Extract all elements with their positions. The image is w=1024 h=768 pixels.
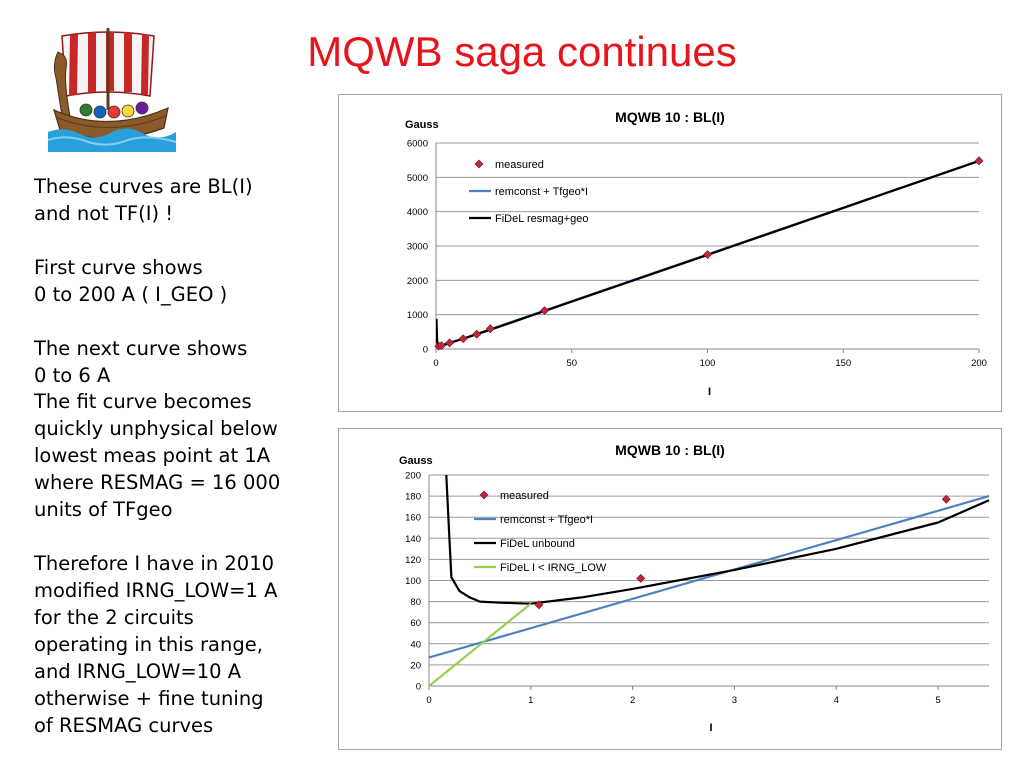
data-point-measured (636, 573, 646, 583)
x-tick-label: 200 (971, 358, 987, 369)
y-tick-label: 80 (410, 597, 421, 608)
x-axis-label: I (708, 386, 711, 398)
body-text-line: The next curve shows (34, 337, 248, 360)
y-tick-label: 4000 (407, 207, 428, 218)
data-point-measured (472, 329, 482, 339)
data-point-measured (445, 338, 454, 348)
y-tick-label: 0 (423, 345, 428, 356)
body-text-line (34, 523, 324, 550)
chart-title: MQWB 10 : BL(I) (615, 442, 725, 458)
data-point-measured (534, 600, 544, 610)
data-point-measured (437, 341, 446, 350)
data-point-measured (703, 250, 712, 260)
body-text-line: for the 2 circuits (34, 606, 194, 629)
chart-title: MQWB 10 : BL(I) (615, 109, 725, 125)
y-tick-label: 5000 (407, 173, 428, 184)
series-line-remconst-tfgeo-i (429, 495, 990, 659)
y-tick-label: 60 (410, 618, 421, 629)
y-tick-label: 120 (405, 555, 421, 566)
chart-0-200A: MQWB 10 : BL(I)GaussI0100020003000400050… (405, 109, 987, 398)
data-point-measured (941, 494, 951, 504)
x-tick-label: 4 (834, 695, 839, 706)
x-tick-label: 50 (566, 358, 577, 369)
legend-label: FiDeL unbound (500, 538, 575, 550)
y-tick-label: 3000 (407, 242, 428, 253)
x-tick-label: 0 (426, 695, 431, 706)
body-text-line: First curve shows (34, 256, 203, 279)
x-axis-label: I (709, 722, 712, 734)
body-text-line (34, 308, 324, 335)
legend-label: measured (500, 490, 549, 502)
y-tick-label: 40 (410, 639, 421, 650)
chart-panel-0-200A: MQWB 10 : BL(I) Gauss I 0 1000 2000 3000 4000 50… (338, 94, 1002, 412)
body-text-line: where RESMAG = 16 000 (34, 471, 281, 494)
legend-label: remconst + Tfgeo*I (495, 186, 588, 198)
chart-panel-0-6A: MQWB 10 : BL(I) Gauss I 0 20 40 60 80 100 120 140 1… (338, 428, 1002, 750)
viking-ship-icon (48, 28, 176, 152)
y-tick-label: 200 (405, 471, 421, 482)
body-text-line: These curves are BL(I) (34, 175, 253, 198)
body-text-line: operating in this range, (34, 633, 263, 656)
y-axis-label: Gauss (405, 119, 439, 131)
legend-label: remconst + Tfgeo*I (500, 514, 593, 526)
body-text-line: 0 to 200 A ( I_GEO ) (34, 283, 228, 306)
y-tick-label: 140 (405, 534, 421, 545)
y-tick-label: 20 (410, 660, 421, 671)
body-text-line: otherwise + fine tuning (34, 687, 264, 710)
y-tick-label: 1000 (407, 310, 428, 321)
y-axis-label: Gauss (399, 455, 433, 467)
data-point-measured (974, 156, 984, 166)
x-tick-label: 5 (935, 695, 940, 706)
slide-body-text: These curves are BL(I) and not TF(I) ! Fi… (34, 173, 324, 739)
x-tick-label: 100 (700, 358, 716, 369)
x-tick-label: 150 (835, 358, 851, 369)
x-tick-label: 2 (630, 695, 635, 706)
body-text-line: units of TFgeo (34, 498, 173, 521)
legend-marker (479, 490, 489, 500)
y-tick-label: 6000 (407, 139, 428, 150)
data-point-measured (540, 306, 550, 315)
body-text-line: Therefore I have in 2010 (34, 552, 275, 575)
legend-label: FiDeL I < IRNG_LOW (500, 562, 607, 574)
data-point-measured (458, 334, 468, 344)
legend-label: FiDeL resmag+geo (495, 213, 588, 225)
chart-0-6A: MQWB 10 : BL(I)GaussI0204060801001201401… (399, 442, 990, 734)
x-tick-label: 3 (732, 695, 737, 706)
body-text-line: 0 to 6 A (34, 364, 111, 387)
plot-area (429, 474, 990, 687)
y-tick-label: 2000 (407, 276, 428, 287)
body-text-line: quickly unphysical below (34, 417, 278, 440)
x-tick-label: 1 (528, 695, 533, 706)
legend-label: measured (495, 159, 544, 171)
body-text-line: modified IRNG_LOW=1 A (34, 579, 278, 602)
y-tick-label: 0 (416, 682, 421, 693)
body-text-line: and IRNG_LOW=10 A (34, 660, 242, 683)
y-tick-label: 160 (405, 513, 421, 524)
body-text-line (34, 227, 324, 254)
body-text-line: of RESMAG curves (34, 714, 214, 737)
y-tick-label: 180 (405, 492, 421, 503)
data-point-measured (485, 324, 495, 334)
legend-marker (474, 159, 484, 169)
slide-title: MQWB saga continues (307, 28, 737, 75)
body-text-line: lowest meas point at 1A (34, 444, 271, 467)
body-text-line: The fit curve becomes (34, 390, 252, 413)
series-line-fidel-unbound (445, 474, 990, 605)
body-text-line: and not TF(I) ! (34, 202, 174, 225)
y-tick-label: 100 (405, 576, 421, 587)
series-line-fidel-i-irng-low (429, 602, 532, 687)
x-tick-label: 0 (433, 358, 438, 369)
